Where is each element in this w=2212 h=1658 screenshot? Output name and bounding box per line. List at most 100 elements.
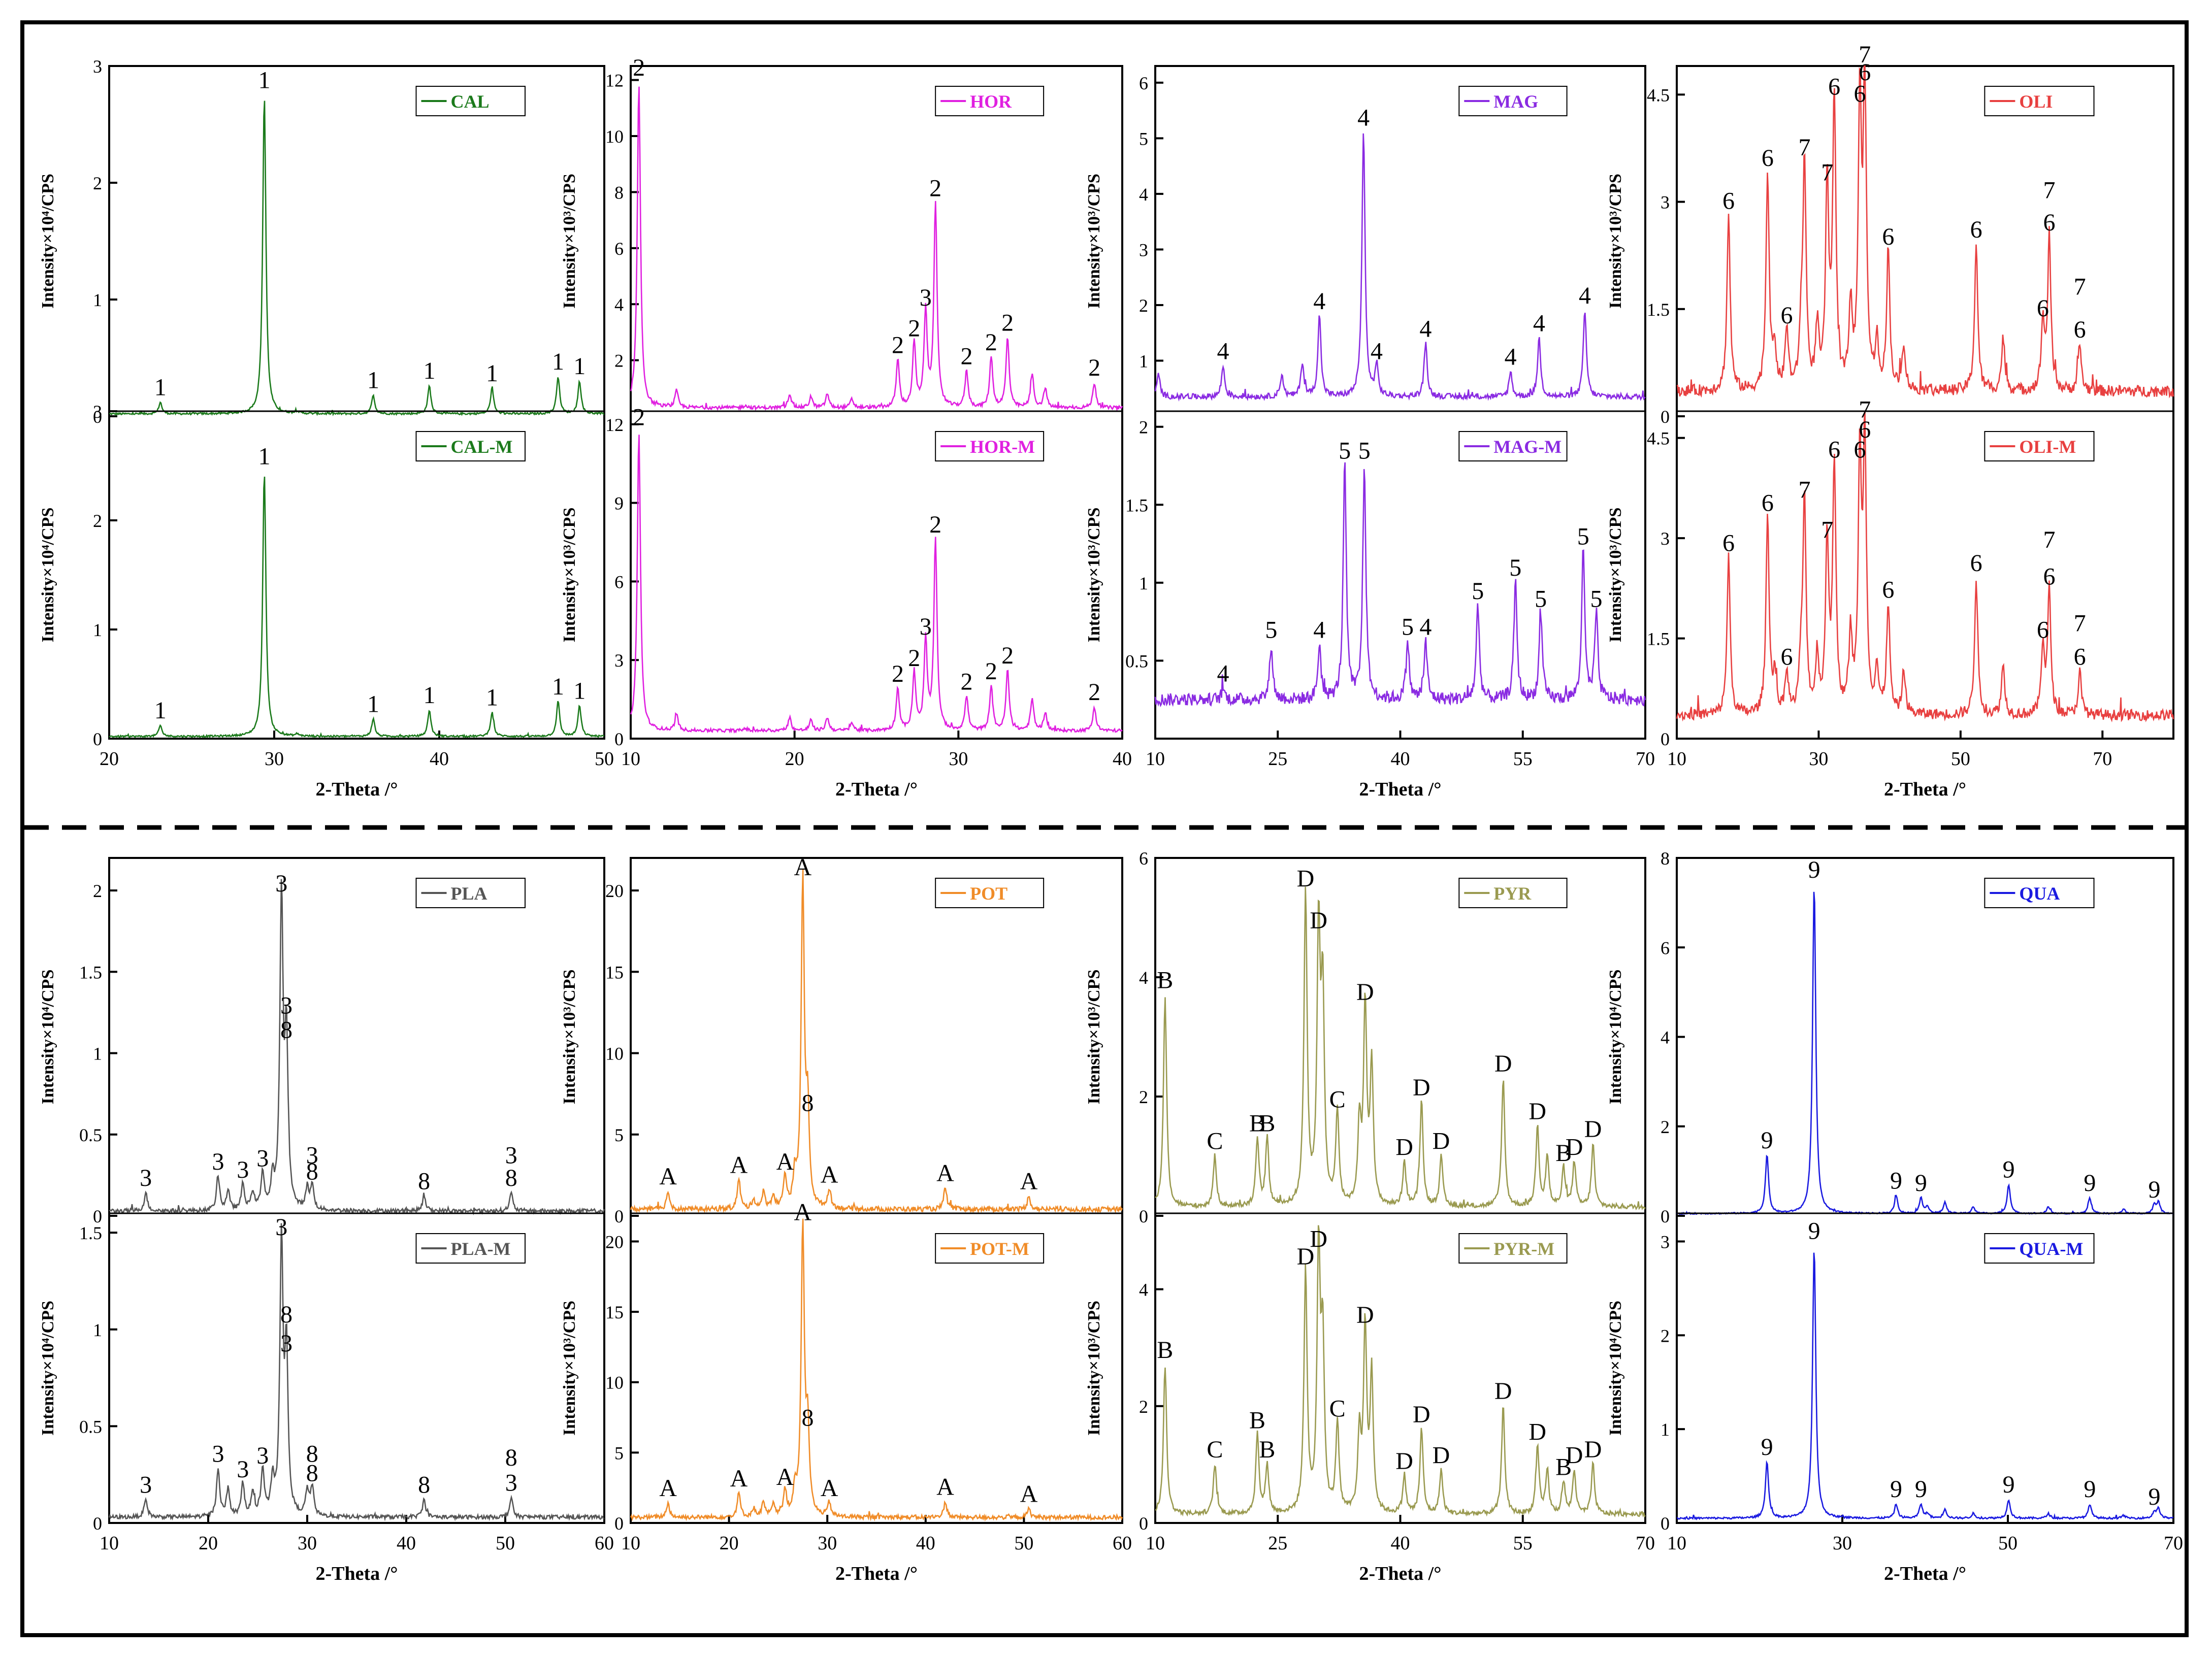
legend-label: QUA-M: [2019, 1239, 2083, 1259]
xrd-pattern-line: [1154, 462, 1646, 708]
y-axis-label: Intensity×10³/CPS: [560, 174, 579, 309]
peak-label: B: [1157, 967, 1173, 993]
peak-label: 3: [275, 870, 287, 897]
y-tick-label: 4.5: [1647, 428, 1670, 449]
peak-label: 2: [633, 404, 645, 430]
peak-label: A: [659, 1163, 677, 1190]
y-axis-label: Intensity×10³/CPS: [560, 970, 579, 1105]
peak-label: 2: [985, 329, 997, 356]
peak-label: 7: [2074, 274, 2086, 301]
y-tick-label: 20: [605, 1232, 624, 1252]
peak-label: 5: [1577, 523, 1589, 550]
panel-1-3: 10 30 50 702-Theta /°02468Intensity×10⁴/CPS…: [1606, 848, 2183, 1584]
y-tick-label: 0: [1139, 1206, 1148, 1226]
peak-label: D: [1356, 979, 1374, 1006]
legend-label: OLI: [2019, 91, 2053, 112]
x-tick-label: 25: [1268, 748, 1287, 770]
x-tick-label: 70: [2164, 1533, 2183, 1554]
x-tick-label: 10: [1146, 1533, 1165, 1554]
x-tick-label: 50: [1014, 1533, 1033, 1554]
peak-label: 7: [2074, 610, 2086, 637]
xrd-pattern-line: [1155, 886, 1646, 1211]
x-axis-label: 2-Theta /°: [1359, 779, 1442, 800]
y-tick-label: 12: [605, 415, 624, 435]
y-tick-label: 0: [614, 1513, 624, 1534]
legend-oli: OLI: [1984, 86, 2095, 116]
x-tick-label: 50: [1951, 748, 1970, 770]
x-tick-label: 30: [1833, 1533, 1852, 1554]
peak-label: 7: [1821, 159, 1833, 186]
peak-label: B: [1157, 1337, 1173, 1364]
y-tick-label: 3: [1661, 528, 1670, 549]
peak-label: B: [1555, 1453, 1572, 1480]
y-axis-label: Intensity×10³/CPS: [560, 1301, 579, 1436]
peak-label: D: [1297, 866, 1315, 892]
y-tick-label: 4: [1661, 1027, 1670, 1048]
xrd-pattern-line: [1676, 891, 2174, 1215]
y-tick-label: 1: [1139, 351, 1148, 371]
peak-label: 2: [892, 332, 904, 359]
peak-label: 8: [801, 1090, 814, 1117]
legend-label: PLA: [451, 883, 487, 904]
peak-label: 8: [801, 1405, 814, 1432]
peak-label: 6: [2043, 563, 2056, 590]
y-tick-label: 3: [1139, 240, 1148, 260]
y-axis-label: Intensity×10⁴/CPS: [39, 1301, 57, 1436]
peak-label: 7: [2043, 526, 2056, 553]
x-tick-label: 40: [1391, 1533, 1410, 1554]
peak-label: 6: [1781, 302, 1793, 329]
peak-label: 3: [140, 1471, 152, 1498]
y-tick-label: 9: [614, 493, 624, 514]
peak-label: 3: [920, 284, 932, 311]
y-tick-label: 8: [1661, 848, 1670, 869]
figure-frame: [20, 20, 2189, 1637]
y-tick-label: 3: [1661, 192, 1670, 213]
peak-label: 2: [892, 660, 904, 687]
legend-label: CAL: [451, 91, 490, 112]
peak-label: D: [1413, 1401, 1430, 1428]
peak-label: B: [1555, 1140, 1572, 1167]
peak-label: 6: [1762, 490, 1774, 517]
y-tick-label: 0: [93, 1206, 102, 1226]
panel-0-1: 10 20 30 402-Theta /°24681012Intensity×10³/…: [560, 54, 1132, 800]
legend-hor-m: HOR-M: [935, 431, 1045, 461]
legend-cal: CAL: [415, 86, 526, 116]
y-tick-label: 6: [614, 572, 624, 592]
peak-label: 2: [1001, 309, 1014, 336]
y-tick-label: 15: [605, 962, 624, 982]
peak-label: 8: [280, 1301, 292, 1328]
y-tick-label: 2: [1661, 1117, 1670, 1137]
peak-label: 9: [1915, 1170, 1927, 1197]
peak-label: 7: [1798, 134, 1810, 161]
peak-label: A: [730, 1465, 748, 1492]
peak-label: 1: [552, 673, 564, 700]
peak-label: 6: [1722, 530, 1735, 557]
peak-label: A: [821, 1162, 838, 1188]
peak-label: 4: [1217, 660, 1229, 687]
x-tick-label: 55: [1513, 1533, 1533, 1554]
y-axis-label: Intensity×10³/CPS: [1606, 508, 1625, 643]
x-axis-label: 2-Theta /°: [316, 1563, 398, 1584]
peak-label: 5: [1402, 614, 1414, 641]
legend-label: POT: [970, 883, 1007, 904]
x-tick-label: 30: [818, 1533, 837, 1554]
peak-label: 4: [1313, 288, 1325, 315]
peak-label: D: [1566, 1134, 1583, 1160]
panel-axes-box: [630, 65, 1123, 740]
y-tick-label: 5: [614, 1443, 624, 1463]
y-tick-label: 1.5: [1647, 300, 1670, 320]
peak-label: 6: [1762, 145, 1774, 172]
peak-label: 2: [1088, 354, 1100, 381]
peak-label: 6: [1722, 188, 1735, 215]
x-axis-label: 2-Theta /°: [1359, 1563, 1442, 1584]
peak-label: 9: [2084, 1170, 2096, 1197]
y-tick-label: 6: [614, 239, 624, 259]
legend-pyr-m: PYR-M: [1458, 1233, 1568, 1264]
peak-label: 2: [985, 658, 997, 685]
y-tick-label: 0: [614, 729, 624, 749]
